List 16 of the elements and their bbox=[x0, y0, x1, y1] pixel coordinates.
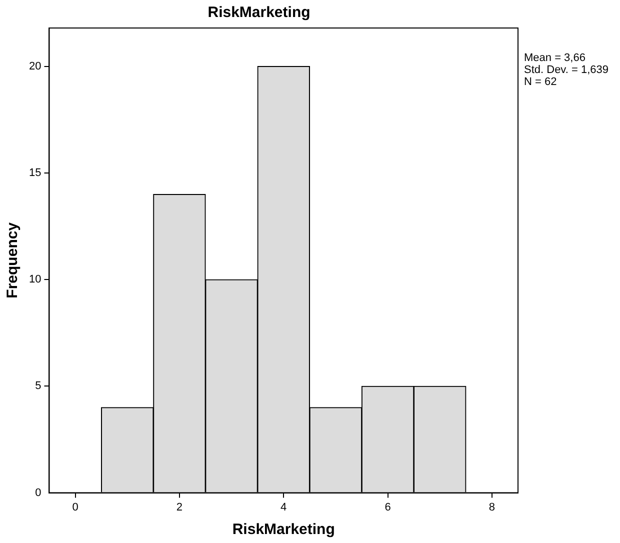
x-tick-label: 0 bbox=[72, 501, 78, 514]
y-tick-label: 0 bbox=[35, 486, 42, 499]
text: Mean = 3,66 bbox=[524, 52, 586, 64]
x-tick-label: 6 bbox=[384, 501, 391, 514]
y-tick-label: 20 bbox=[28, 60, 42, 72]
y-tick-label: 5 bbox=[35, 380, 42, 392]
x-tick-label: 8 bbox=[488, 501, 496, 514]
y-tick-label: 10 bbox=[28, 274, 42, 286]
text: Std. Dev. = 1,639 bbox=[524, 64, 608, 76]
text: N = 62 bbox=[524, 76, 558, 88]
x-tick-label: 2 bbox=[176, 501, 183, 514]
y-tick-label: 15 bbox=[28, 167, 42, 180]
y-axis-title: Frequency bbox=[4, 222, 22, 298]
x-tick-label: 4 bbox=[280, 501, 287, 514]
x-axis-title: RiskMarketing bbox=[232, 521, 335, 538]
chart-title: RiskMarketing bbox=[208, 4, 310, 22]
